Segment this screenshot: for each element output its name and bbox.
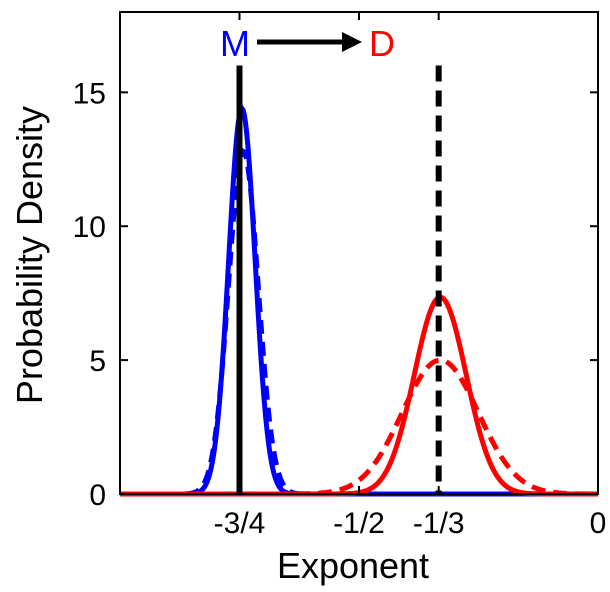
x-axis-label: Exponent bbox=[277, 545, 429, 586]
x-tick-label: -1/3 bbox=[413, 507, 465, 540]
y-tick-label: 0 bbox=[89, 479, 106, 512]
plot-area bbox=[120, 65, 598, 497]
x-tick-label: -1/2 bbox=[333, 507, 385, 540]
plot-frame bbox=[119, 11, 599, 495]
y-tick-label: 15 bbox=[73, 77, 106, 110]
density-curve-red-solid bbox=[120, 294, 598, 497]
x-tick-label: -3/4 bbox=[214, 507, 266, 540]
annotation-arrow-head-icon bbox=[342, 32, 362, 52]
m-to-d-annotation: M D bbox=[220, 23, 395, 64]
density-curve-blue-solid bbox=[120, 104, 598, 497]
annotation-from-label: M bbox=[220, 23, 250, 64]
y-tick-label: 10 bbox=[73, 211, 106, 244]
x-tick-label: 0 bbox=[590, 507, 607, 540]
annotation-to-label: D bbox=[369, 23, 395, 64]
density-curve-red-dashed bbox=[120, 357, 598, 497]
density-curve-blue-dashed bbox=[120, 148, 598, 497]
y-tick-label: 5 bbox=[89, 345, 106, 378]
y-axis-label: Probability Density bbox=[9, 106, 50, 404]
axis-ticks: -3/4 -1/2 -1/3 0 0 5 10 15 bbox=[73, 12, 607, 540]
